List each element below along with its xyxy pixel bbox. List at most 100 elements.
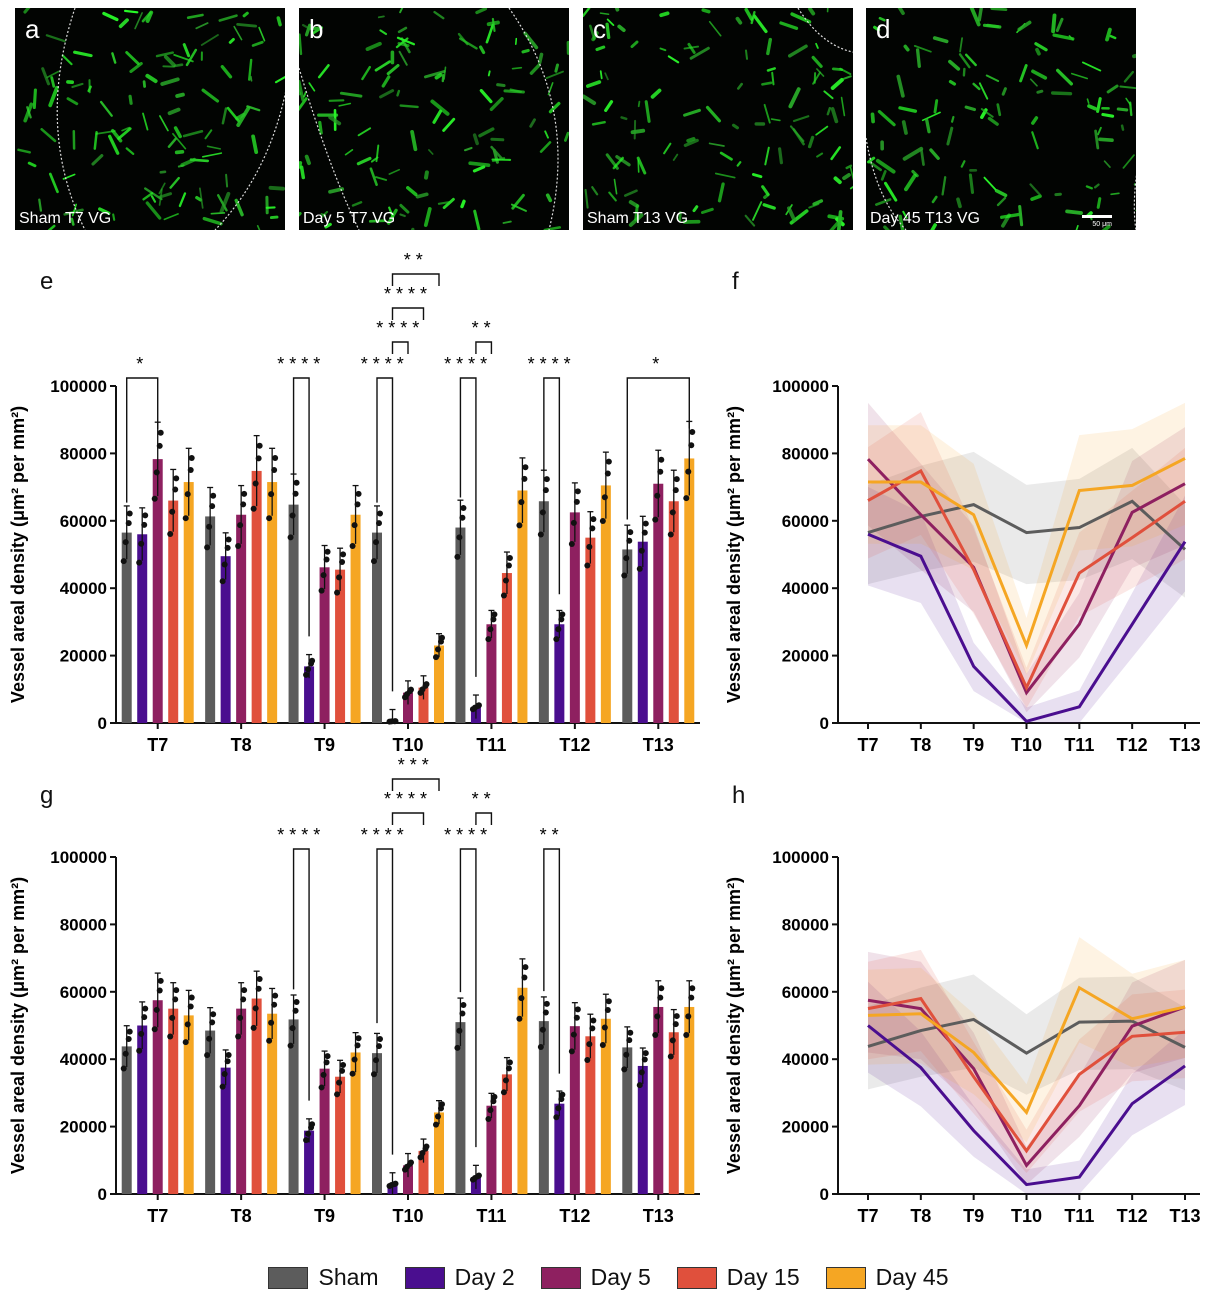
significance-bracket (391, 812, 425, 825)
data-point (407, 1160, 413, 1167)
vessel-mark (242, 11, 249, 18)
legend-item-day5: Day 5 (540, 1264, 651, 1291)
vessel-mark (612, 156, 625, 170)
vessel-mark (1085, 185, 1093, 190)
vessel-mark (160, 77, 180, 86)
bar (538, 501, 549, 723)
data-point (173, 987, 180, 994)
vessel-mark (202, 152, 223, 158)
data-point (125, 1036, 132, 1043)
vessel-mark (423, 70, 446, 79)
bar (538, 1021, 549, 1194)
data-point (605, 458, 612, 465)
data-point (642, 520, 649, 527)
ganglion-outline (56, 8, 285, 230)
data-point (256, 975, 263, 982)
legend-label-sham: Sham (318, 1264, 379, 1290)
bar (600, 485, 611, 723)
vessel-mark (931, 195, 938, 204)
x-tick-label: T9 (314, 735, 335, 755)
vessel-mark (415, 192, 429, 199)
significance-bracket (391, 778, 440, 791)
vessel-mark (479, 88, 493, 104)
data-point (601, 494, 608, 501)
vessel-mark (969, 8, 981, 27)
bar (486, 1105, 497, 1194)
data-point (460, 1001, 467, 1008)
vessel-mark (608, 191, 617, 202)
vessel-mark (47, 224, 56, 230)
data-point (142, 512, 149, 519)
vessel-mark (218, 14, 238, 22)
scale-bar-label: 50 μm (1092, 221, 1112, 228)
data-point (292, 1007, 299, 1014)
micrograph-d: d Day 45 T13 VG 50 μm (866, 8, 1136, 230)
data-point (487, 1107, 494, 1114)
vessel-mark (807, 135, 815, 149)
vessel-mark (996, 196, 1007, 207)
data-point (250, 505, 257, 512)
vessel-mark (357, 127, 372, 137)
vessel-mark (299, 79, 305, 102)
significance-bracket (391, 307, 425, 320)
vessel-mark (1096, 97, 1102, 113)
vessel-mark (1101, 224, 1111, 230)
bar (220, 556, 231, 723)
significance-stars: **** (277, 354, 325, 374)
vessel-mark (247, 58, 253, 81)
vessel-mark (308, 82, 316, 92)
vessel-mark (897, 8, 905, 16)
data-point (169, 1014, 176, 1021)
legend-item-sham: Sham (268, 1264, 379, 1291)
data-point (156, 987, 163, 994)
vessel-mark (1035, 47, 1041, 56)
micrograph-c-caption: Sham T13 VG (587, 210, 689, 227)
vessel-mark (424, 170, 429, 180)
vessel-mark (206, 145, 221, 150)
data-point (543, 1000, 550, 1007)
panel-label-e: e (40, 268, 54, 295)
x-tick-label: T8 (910, 1206, 931, 1226)
vessel-mark (761, 81, 773, 86)
vessel-mark (511, 66, 523, 70)
data-point (184, 1021, 191, 1028)
vessel-mark (537, 52, 544, 65)
data-point (456, 1027, 463, 1034)
vessel-mark (173, 63, 184, 68)
data-point (252, 1005, 259, 1012)
data-point (323, 556, 330, 563)
data-point (250, 1024, 257, 1031)
data-point (256, 442, 263, 449)
vessel-mark (38, 198, 43, 212)
vessel-mark (502, 220, 512, 224)
vessel-mark (763, 103, 771, 124)
vessel-mark (659, 47, 667, 52)
vessel-mark (586, 80, 602, 88)
vessel-mark (735, 16, 743, 25)
data-point (474, 1173, 481, 1180)
vessel-mark (1087, 104, 1098, 111)
data-point (543, 476, 550, 483)
vessel-mark (833, 176, 842, 185)
vessel-mark (473, 209, 481, 230)
vessel-mark (980, 108, 994, 118)
significance-bracket (126, 377, 159, 503)
data-point (573, 1014, 580, 1021)
bar (372, 1053, 382, 1194)
vessel-mark (338, 102, 352, 107)
vessel-mark (708, 21, 722, 37)
vessel-mark (159, 170, 167, 174)
vessel-mark (399, 203, 410, 214)
bar (637, 1065, 648, 1194)
vessel-mark (45, 34, 66, 43)
data-point (485, 636, 492, 643)
vessel-mark (521, 48, 530, 54)
data-point (303, 1137, 310, 1144)
data-point (689, 985, 696, 992)
data-point (459, 1010, 466, 1017)
y-tick-label: 100000 (772, 377, 829, 396)
vessel-mark (714, 172, 736, 179)
data-point (391, 718, 398, 725)
vessel-mark (1018, 205, 1024, 227)
